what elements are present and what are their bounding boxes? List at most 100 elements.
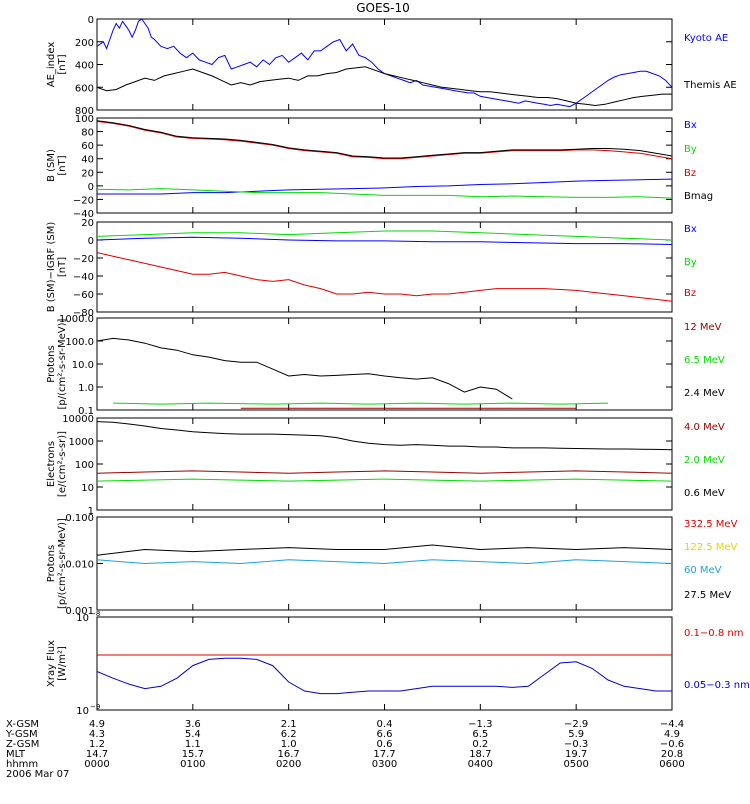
legend-entry-b: By bbox=[684, 144, 697, 155]
ylabel-xray: Xray Flux bbox=[46, 640, 57, 687]
panel-frame-protons bbox=[96, 317, 673, 411]
series-line-hep-3 bbox=[97, 544, 672, 556]
legend-entry-hep: 122.5 MeV bbox=[684, 542, 738, 553]
xaxis-row-label: MLT bbox=[6, 749, 26, 760]
ytick-label-xray: 10 bbox=[76, 706, 89, 717]
ytick-label-hep: 0.010 bbox=[65, 560, 94, 571]
series-line-b-2 bbox=[97, 120, 672, 160]
series-line-b_igrf-1 bbox=[97, 230, 672, 241]
legend-entry-b: Bx bbox=[684, 120, 697, 131]
ytick-label-b: 0 bbox=[88, 182, 94, 193]
legend-entry-electrons: 0.6 MeV bbox=[684, 488, 725, 499]
series-line-protons-1 bbox=[112, 402, 609, 405]
xaxis-value: 0400 bbox=[468, 759, 493, 770]
xaxis-value: 19.7 bbox=[565, 749, 587, 760]
xaxis-value: 0600 bbox=[659, 759, 684, 770]
ytick-label-b: 40 bbox=[81, 155, 94, 166]
ylabel-ae: [nT] bbox=[57, 54, 68, 74]
ytick-label-b_igrf: −60 bbox=[73, 290, 94, 301]
panel-frame-xray bbox=[96, 616, 673, 711]
ylabel-protons: [p/(cm²-s-sr-MeV)] bbox=[57, 318, 68, 409]
xaxis-value: 6.6 bbox=[377, 729, 393, 740]
ytick-label-protons: 100.0 bbox=[65, 337, 94, 348]
ylabel-b: [nT] bbox=[57, 155, 68, 175]
ytick-label-ae: 200 bbox=[75, 38, 94, 49]
legend-entry-protons: 12 MeV bbox=[684, 322, 722, 333]
legend-entry-hep: 332.5 MeV bbox=[684, 519, 738, 530]
xaxis-value: 5.4 bbox=[185, 729, 201, 740]
legend-entry-protons: 2.4 MeV bbox=[684, 388, 725, 399]
xaxis-value: 0.4 bbox=[377, 719, 393, 730]
xaxis-row-label: Y-GSM bbox=[5, 729, 38, 740]
legend-entry-b_igrf: By bbox=[684, 257, 697, 268]
xaxis-value: 2.1 bbox=[281, 719, 297, 730]
ylabel-xray: [W/m²] bbox=[57, 646, 68, 681]
xaxis-value: 0200 bbox=[276, 759, 301, 770]
ytick-label-b: 80 bbox=[81, 128, 94, 139]
series-line-hep-2 bbox=[97, 559, 672, 565]
ylabel-b: B (SM) bbox=[46, 149, 57, 182]
xaxis-value: 1.1 bbox=[185, 739, 201, 750]
ytick-label-b_igrf: −40 bbox=[73, 272, 94, 283]
xaxis-row-label: hhmm bbox=[6, 759, 38, 770]
legend-entry-electrons: 4.0 MeV bbox=[684, 422, 725, 433]
ytick-label-b_igrf: −80 bbox=[73, 308, 94, 319]
xaxis-value: 0500 bbox=[563, 759, 588, 770]
ytick-label-electrons: 1000 bbox=[69, 437, 94, 448]
xaxis-value: 5.9 bbox=[568, 729, 584, 740]
ytick-label-protons: 1.0 bbox=[78, 383, 94, 394]
legend-entry-b: Bmag bbox=[684, 191, 713, 202]
ytick-label-hep: 0.100 bbox=[65, 513, 94, 524]
xaxis-row-label: X-GSM bbox=[6, 719, 39, 730]
series-line-electrons-0 bbox=[97, 470, 672, 474]
ytick-label-ae: 600 bbox=[75, 83, 94, 94]
series-line-ae-0 bbox=[97, 19, 672, 108]
series-line-b-3 bbox=[97, 120, 672, 159]
xaxis-value: 14.7 bbox=[86, 749, 108, 760]
ylabel-electrons: [e/(cm²-s-sr)] bbox=[57, 431, 68, 497]
ytick-label-b: 20 bbox=[81, 168, 94, 179]
plot-title: GOES-10 bbox=[356, 1, 410, 15]
ytick-label-b: 60 bbox=[81, 141, 94, 152]
ylabel-electrons: Electrons bbox=[46, 441, 57, 487]
ytick-label-electrons: 10 bbox=[81, 483, 94, 494]
series-line-ae-1 bbox=[97, 66, 672, 107]
ytick-label-electrons: 100 bbox=[75, 460, 94, 471]
ytick-label-b: −20 bbox=[73, 195, 94, 206]
ytick-label-b: −40 bbox=[73, 209, 94, 220]
ytick-label-electrons: 10000 bbox=[62, 414, 94, 425]
series-line-electrons-2 bbox=[97, 421, 672, 451]
ylabel-ae: AE_index bbox=[46, 42, 57, 88]
series-line-b-1 bbox=[97, 188, 672, 199]
xaxis-value: −2.9 bbox=[564, 719, 588, 730]
ytick-exponent-xray: −8 bbox=[90, 610, 100, 618]
xaxis-value: 6.5 bbox=[472, 729, 488, 740]
ylabel-b_igrf: B (SM)−IGRF (SM) bbox=[46, 222, 57, 313]
ytick-label-b_igrf: 0 bbox=[88, 236, 94, 247]
xaxis-value: 1.0 bbox=[281, 739, 297, 750]
ytick-label-electrons: 1 bbox=[88, 506, 94, 517]
ylabel-protons: Protons bbox=[46, 345, 57, 382]
legend-entry-b: Bz bbox=[684, 168, 696, 179]
ytick-label-b_igrf: 20 bbox=[81, 218, 94, 229]
xaxis-value: 0.2 bbox=[472, 739, 488, 750]
legend-entry-xray: 0.05−0.3 nm bbox=[684, 680, 750, 691]
xaxis-value: −0.6 bbox=[660, 739, 684, 750]
ytick-exponent-xray: −9 bbox=[90, 703, 100, 711]
xaxis-value: 4.9 bbox=[664, 729, 680, 740]
xaxis-value: 15.7 bbox=[182, 749, 204, 760]
xaxis-value: −4.4 bbox=[660, 719, 684, 730]
legend-entry-ae: Themis AE bbox=[683, 80, 737, 91]
series-line-b_igrf-2 bbox=[97, 252, 672, 302]
legend-entry-b_igrf: Bz bbox=[684, 288, 696, 299]
xaxis-value: 0000 bbox=[84, 759, 109, 770]
xaxis-value: 1.2 bbox=[89, 739, 105, 750]
ytick-label-ae: 800 bbox=[75, 106, 94, 117]
legend-entry-xray: 0.1−0.8 nm bbox=[684, 628, 743, 639]
xaxis-value: 0.6 bbox=[377, 739, 393, 750]
legend-entry-b_igrf: Bx bbox=[684, 224, 697, 235]
xaxis-row-label: Z-GSM bbox=[6, 739, 39, 750]
legend-entry-ae: Kyoto AE bbox=[684, 33, 728, 44]
